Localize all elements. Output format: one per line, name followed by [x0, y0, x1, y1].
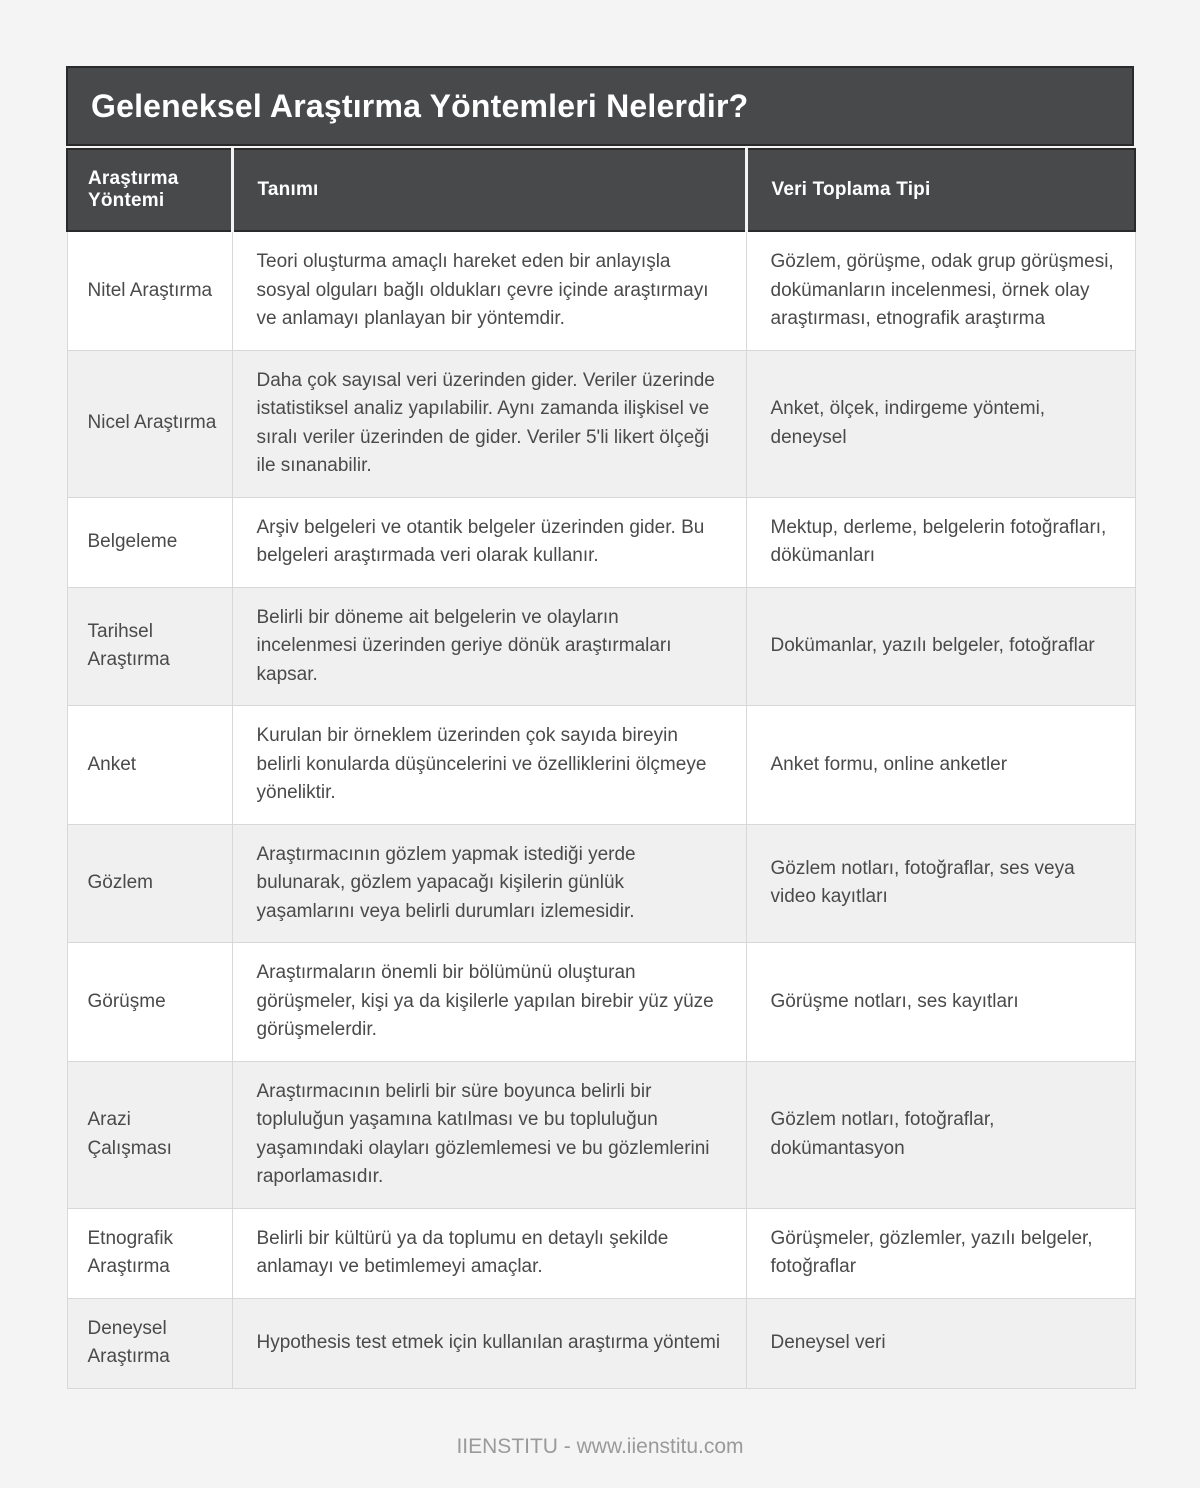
cell-method: Nitel Araştırma: [66, 230, 233, 351]
table-row: Etnografik Araştırma Belirli bir kültürü …: [66, 1207, 1136, 1299]
header-row: Araştırma Yöntemi Tanımı Veri Toplama Ti…: [66, 148, 1136, 232]
cell-method: Görüşme: [66, 942, 233, 1062]
cell-method: Deneysel Araştırma: [66, 1297, 233, 1389]
table-title-bar: Geleneksel Araştırma Yöntemleri Nelerdir…: [66, 66, 1134, 146]
cell-definition: Daha çok sayısal veri üzerinden gider. V…: [231, 349, 747, 498]
footer-credit: IIENSTITU - www.iienstitu.com: [456, 1434, 744, 1458]
cell-definition: Belirli bir kültürü ya da toplumu en det…: [231, 1207, 747, 1299]
cell-data-type: Dokümanlar, yazılı belgeler, fotoğraflar: [745, 586, 1136, 706]
cell-definition: Araştırmacının belirli bir süre boyunca …: [231, 1060, 747, 1209]
cell-data-type: Gözlem notları, fotoğraflar, dokümantasy…: [745, 1060, 1136, 1209]
cell-method: Gözlem: [66, 823, 233, 943]
cell-method: Tarihsel Araştırma: [66, 586, 233, 706]
table-row: Tarihsel Araştırma Belirli bir döneme ait…: [66, 586, 1136, 706]
cell-method: Anket: [66, 705, 233, 825]
cell-definition: Kurulan bir örneklem üzerinden çok sayıd…: [231, 705, 747, 825]
table-row: Belgeleme Arşiv belgeleri ve otantik belg…: [66, 496, 1136, 588]
cell-data-type: Görüşme notları, ses kayıtları: [745, 942, 1136, 1062]
cell-data-type: Anket, ölçek, indirgeme yöntemi, deneyse…: [745, 349, 1136, 498]
cell-data-type: Gözlem notları, fotoğraflar, ses veya vi…: [745, 823, 1136, 943]
column-header-method: Araştırma Yöntemi: [66, 148, 233, 232]
column-header-definition: Tanımı: [230, 148, 747, 232]
cell-definition: Hypothesis test etmek için kullanılan ar…: [231, 1297, 747, 1389]
cell-data-type: Mektup, derleme, belgelerin fotoğrafları…: [745, 496, 1136, 588]
table-row: Görüşme Araştırmaların önemli bir bölümün…: [66, 942, 1136, 1062]
table-body: Nitel Araştırma Teori oluşturma amaçlı ha…: [66, 230, 1136, 1389]
cell-data-type: Gözlem, görüşme, odak grup görüşmesi, do…: [745, 230, 1136, 351]
table-row: Anket Kurulan bir örneklem üzerinden çok …: [66, 705, 1136, 825]
cell-method: Belgeleme: [66, 496, 233, 588]
page-title: Geleneksel Araştırma Yöntemleri Nelerdir…: [91, 87, 749, 124]
cell-definition: Arşiv belgeleri ve otantik belgeler üzer…: [231, 496, 747, 588]
cell-method: Etnografik Araştırma: [66, 1207, 233, 1299]
table-row: Deneysel Araştırma Hypothesis test etmek …: [66, 1297, 1136, 1389]
table-row: Gözlem Araştırmacının gözlem yapmak isted…: [66, 823, 1136, 943]
research-methods-table: Araştırma Yöntemi Tanımı Veri Toplama Ti…: [66, 148, 1136, 1389]
table-row: Nicel Araştırma Daha çok sayısal veri üze…: [66, 349, 1136, 498]
column-header-data-type: Veri Toplama Tipi: [744, 148, 1136, 232]
cell-method: Nicel Araştırma: [66, 349, 233, 498]
table-row: Arazi Çalışması Araştırmacının belirli bi…: [66, 1060, 1136, 1209]
cell-method: Arazi Çalışması: [66, 1060, 233, 1209]
cell-definition: Belirli bir döneme ait belgelerin ve ola…: [231, 586, 747, 706]
cell-definition: Araştırmaların önemli bir bölümünü oluşt…: [231, 942, 747, 1062]
table-row: Nitel Araştırma Teori oluşturma amaçlı ha…: [66, 230, 1136, 351]
research-methods-card: Geleneksel Araştırma Yöntemleri Nelerdir…: [66, 66, 1136, 1389]
cell-data-type: Anket formu, online anketler: [745, 705, 1136, 825]
cell-data-type: Deneysel veri: [745, 1297, 1136, 1389]
cell-definition: Araştırmacının gözlem yapmak istediği ye…: [231, 823, 747, 943]
cell-data-type: Görüşmeler, gözlemler, yazılı belgeler, …: [745, 1207, 1136, 1299]
cell-definition: Teori oluşturma amaçlı hareket eden bir …: [231, 230, 747, 351]
